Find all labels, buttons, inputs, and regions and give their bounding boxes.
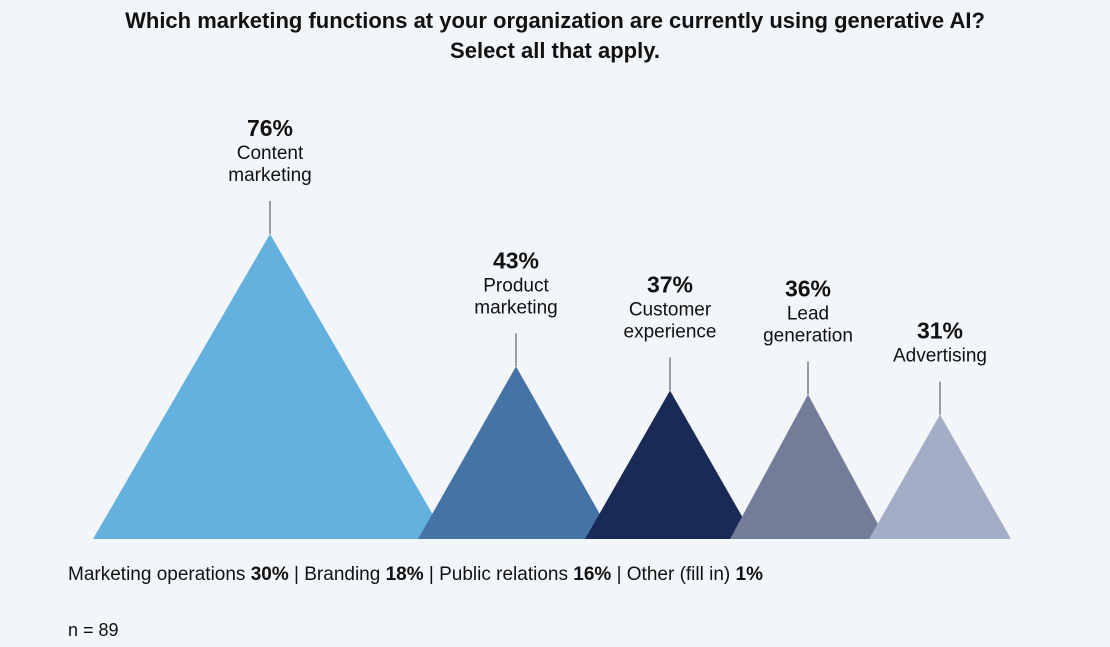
other-value-0: 30% [250, 564, 289, 585]
triangle-1 [418, 366, 614, 539]
triangle-2 [585, 390, 755, 539]
other-label-0: Marketing operations [68, 564, 246, 585]
value-label-2: 37% [647, 272, 693, 298]
triangle-3 [730, 394, 886, 539]
other-value-1: 18% [385, 564, 424, 585]
other-functions-line: Marketing operations 30% | Branding 18% … [68, 564, 763, 586]
value-label-1: 43% [493, 247, 539, 273]
other-label-1: Branding [304, 564, 381, 585]
value-label-4: 31% [917, 318, 963, 344]
other-value-2: 16% [573, 564, 612, 585]
category-label-1-1: marketing [474, 297, 557, 318]
category-label-1-0: Product [483, 275, 549, 296]
value-label-0: 76% [247, 115, 293, 141]
category-label-2-1: experience [624, 322, 717, 343]
value-label-3: 36% [785, 276, 831, 302]
chart-title: Which marketing functions at your organi… [0, 6, 1110, 66]
sample-size: n = 89 [68, 620, 119, 640]
separator: | [428, 564, 434, 585]
category-label-3-1: generation [763, 326, 853, 347]
triangle-4 [869, 414, 1011, 539]
category-label-0-1: marketing [228, 165, 311, 186]
other-label-2: Public relations [439, 564, 568, 585]
category-label-3-0: Lead [787, 304, 829, 325]
other-value-3: 1% [735, 564, 763, 585]
category-label-4-0: Advertising [893, 346, 987, 367]
category-label-2-0: Customer [629, 300, 712, 321]
triangle-0 [93, 234, 447, 539]
other-label-3: Other (fill in) [626, 564, 731, 585]
separator: | [616, 564, 622, 585]
separator: | [294, 564, 299, 585]
chart-title-line-2: Select all that apply. [450, 38, 660, 63]
category-label-0-0: Content [237, 143, 304, 164]
chart-title-line-1: Which marketing functions at your organi… [125, 8, 985, 33]
